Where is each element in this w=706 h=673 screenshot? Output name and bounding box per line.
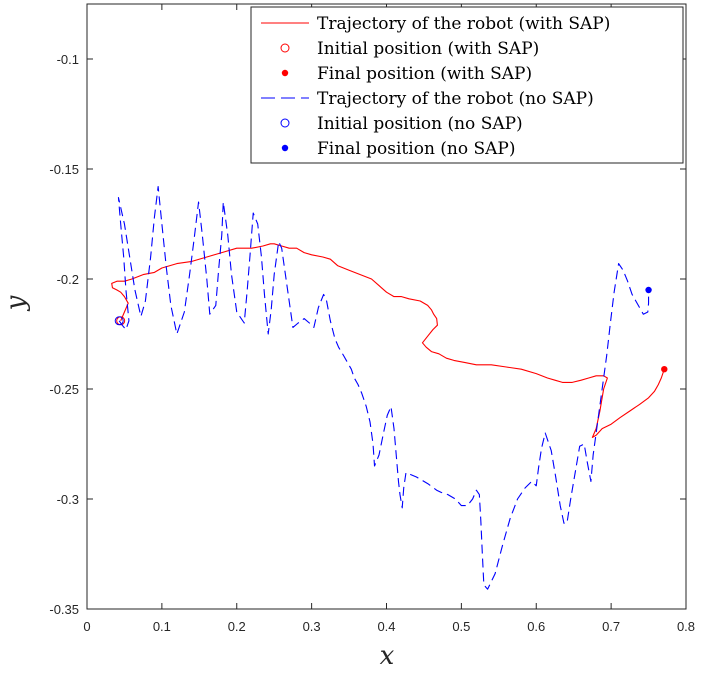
y-tick-label: -0.1 [57, 52, 79, 67]
final-position-marker [645, 286, 652, 294]
legend-entry-label: Final position (with SAP) [317, 64, 532, 84]
legend-entry-label: Initial position (no SAP) [317, 114, 523, 134]
x-tick-label: 0.5 [452, 619, 470, 634]
initial-position-marker [114, 316, 124, 326]
y-tick-label: -0.25 [49, 382, 79, 397]
y-tick-label: -0.35 [49, 602, 79, 617]
legend-open-circle-swatch [280, 118, 290, 128]
legend-entry-label: Trajectory of the robot (with SAP) [317, 14, 610, 34]
legend-entry-label: Initial position (with SAP) [317, 39, 539, 59]
y-axis-label: y [1, 295, 31, 311]
x-tick-label: 0.4 [377, 619, 395, 634]
y-tick-label: -0.15 [49, 162, 79, 177]
legend-dot-swatch [281, 69, 289, 77]
axes-layer: 0 0.1 0.2 0.3 0.4 0.5 0.6 0.7 0.8 -0.35 -0.3 -0.25 -… [49, 4, 695, 634]
x-axis-label: x [380, 641, 395, 671]
legend-entry-label: Trajectory of the robot (no SAP) [317, 89, 594, 109]
series-layer [111, 186, 668, 590]
legend-entry-label: Final position (no SAP) [317, 139, 516, 159]
x-tick-label: 0.7 [602, 619, 620, 634]
legend-dot-swatch [281, 144, 289, 152]
x-tick-label: 0.2 [228, 619, 246, 634]
x-tick-label: 0.6 [527, 619, 545, 634]
legend-open-circle-swatch [280, 43, 290, 53]
final-position-marker [661, 366, 668, 373]
trajectory-line-no-sap [117, 186, 650, 590]
x-tick-label: 0.8 [677, 619, 695, 634]
x-tick-label: 0.3 [303, 619, 321, 634]
y-tick-label: -0.3 [57, 492, 79, 507]
y-tick-label: -0.2 [57, 272, 79, 287]
legend-box [250, 6, 684, 164]
x-tick-label: 0.1 [153, 619, 171, 634]
legend: Trajectory of the robot (with SAP) Initia… [250, 6, 684, 164]
trajectory-line-with-sap [111, 243, 665, 438]
x-tick-label: 0 [83, 619, 90, 634]
